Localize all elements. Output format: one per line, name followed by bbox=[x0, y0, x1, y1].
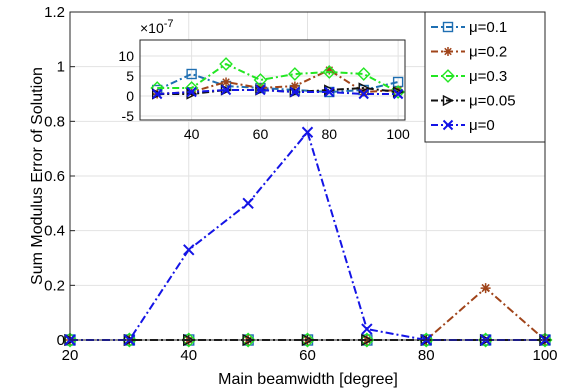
inset-data-point bbox=[324, 65, 334, 75]
y-tick-label: 0.6 bbox=[44, 168, 65, 185]
legend-label: μ=0.05 bbox=[469, 93, 516, 110]
inset-y-tick-label: 0 bbox=[126, 88, 134, 104]
x-tick-label: 100 bbox=[532, 347, 557, 364]
data-point bbox=[361, 323, 373, 335]
inset-chart: 40 60 80 100 -5 0 5 10 ×10-7 bbox=[118, 18, 410, 142]
inset-data-point bbox=[358, 88, 369, 100]
legend-label: μ=0.2 bbox=[469, 44, 507, 61]
inset-data-point bbox=[186, 86, 197, 98]
inset-data-point bbox=[288, 67, 302, 81]
legend-item: μ=0.1 bbox=[431, 19, 507, 36]
x-tick-label: 60 bbox=[299, 347, 316, 364]
y-tick-label: 1.2 bbox=[44, 4, 65, 21]
inset-data-point bbox=[152, 88, 164, 100]
legend-swatch-marker bbox=[443, 47, 453, 56]
inset-x-tick-label: 80 bbox=[321, 126, 337, 142]
legend: μ=0.1 μ=0.2 μ=0.3 μ=0.05 μ=0 bbox=[424, 11, 546, 143]
inset-data-point bbox=[255, 84, 266, 96]
legend-swatch-marker bbox=[442, 119, 454, 131]
plot-frame bbox=[69, 11, 546, 341]
inset-series-line bbox=[157, 89, 399, 95]
x-tick-label: 80 bbox=[418, 347, 435, 364]
x-tick-label: 20 bbox=[62, 347, 79, 364]
y-tick-label: 0.2 bbox=[44, 277, 65, 294]
inset-scale-label: ×10-7 bbox=[140, 18, 174, 36]
y-axis-label: Sum Modulus Error of Solution bbox=[29, 67, 46, 285]
inset-x-tick-label: 100 bbox=[386, 126, 410, 142]
inset-data-point bbox=[290, 81, 300, 91]
inset-data-point bbox=[186, 68, 197, 80]
legend-item: μ=0 bbox=[431, 117, 495, 134]
y-tick-label: 1 bbox=[57, 59, 65, 76]
legend-swatch-marker bbox=[442, 94, 455, 107]
legend-box bbox=[424, 11, 546, 143]
inset-data-point bbox=[324, 86, 335, 98]
data-point bbox=[301, 126, 314, 138]
inset-data-point bbox=[152, 88, 163, 100]
inset-data-point bbox=[255, 84, 267, 96]
inset-data-point bbox=[289, 86, 301, 98]
inset-x-tick-label: 40 bbox=[184, 126, 200, 142]
inset-tick-labels: 40 60 80 100 -5 0 5 10 bbox=[118, 48, 410, 142]
legend-item: μ=0.3 bbox=[431, 68, 507, 85]
inset-data-point bbox=[358, 82, 370, 94]
inset-frame bbox=[139, 39, 406, 121]
inset-x-tick-label: 60 bbox=[253, 126, 269, 142]
data-point bbox=[242, 197, 254, 210]
inset-data-point bbox=[322, 65, 337, 79]
y-tick-label: 0 bbox=[57, 332, 65, 349]
x-axis-label: Main beamwidth [degree] bbox=[218, 371, 398, 388]
inset-series bbox=[150, 57, 405, 100]
inset-data-point bbox=[253, 73, 268, 87]
data-point bbox=[480, 283, 491, 294]
legend-label: μ=0.3 bbox=[469, 68, 507, 85]
legend-label: μ=0 bbox=[469, 117, 495, 134]
inset-y-tick-label: 10 bbox=[118, 48, 134, 64]
inset-y-tick-label: 5 bbox=[126, 68, 134, 84]
y-tick-label: 0.4 bbox=[44, 223, 65, 240]
legend-label: μ=0.1 bbox=[469, 19, 507, 36]
inset-scale-base: ×10 bbox=[140, 20, 164, 36]
inset-data-point bbox=[221, 77, 231, 87]
inset-series-2 bbox=[150, 57, 405, 99]
legend-swatch-marker bbox=[442, 21, 454, 33]
inset-data-point bbox=[289, 86, 301, 98]
inset-data-point bbox=[359, 87, 369, 97]
inset-series-4 bbox=[152, 84, 404, 100]
inset-background bbox=[140, 40, 405, 120]
inset-series-line bbox=[156, 72, 399, 94]
main-axes bbox=[69, 11, 546, 341]
inset-data-point bbox=[392, 88, 404, 100]
y-tick-label: 0.8 bbox=[44, 113, 65, 130]
inset-scale-exponent: -7 bbox=[164, 18, 174, 30]
inset-y-tick-label: -5 bbox=[122, 108, 135, 124]
legend-item: μ=0.2 bbox=[431, 44, 507, 61]
inset-data-point bbox=[356, 67, 371, 81]
legend-swatch-marker bbox=[441, 69, 455, 83]
x-tick-label: 40 bbox=[180, 347, 197, 364]
inset-data-point bbox=[219, 57, 233, 71]
inset-data-point bbox=[220, 84, 232, 96]
legend-item: μ=0.05 bbox=[431, 93, 516, 110]
data-point bbox=[183, 244, 195, 256]
